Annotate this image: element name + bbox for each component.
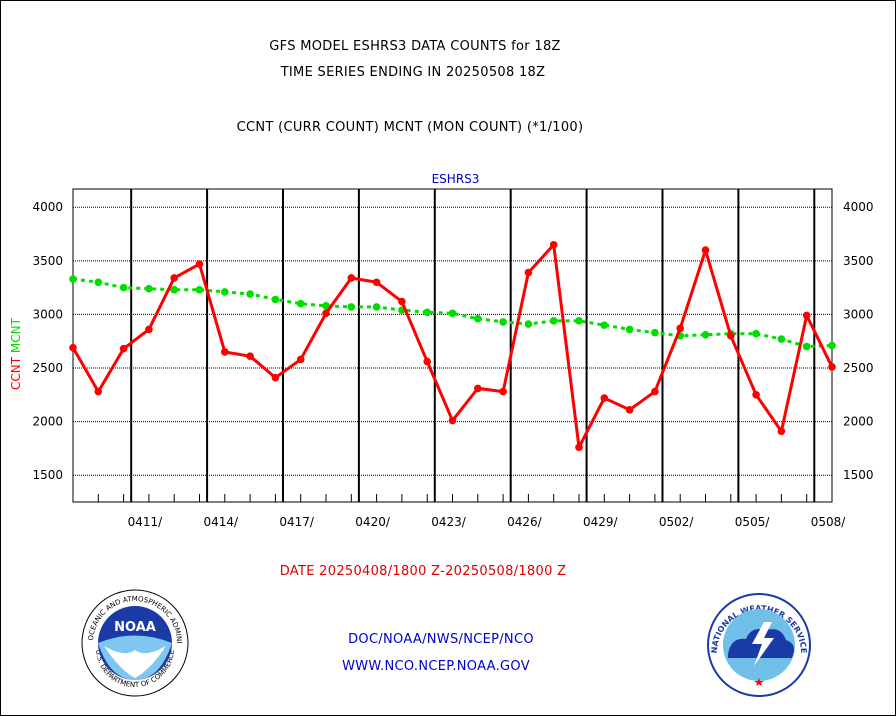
- x-tick-label: 0423/: [431, 515, 467, 529]
- y-tick-label-left: 2500: [32, 361, 63, 375]
- data-point-ccnt: [372, 278, 381, 287]
- data-point-mcnt: [271, 295, 280, 304]
- data-point-ccnt: [296, 355, 305, 364]
- data-point-ccnt: [727, 332, 735, 340]
- data-point-mcnt: [802, 342, 811, 351]
- data-point-mcnt: [499, 318, 507, 326]
- data-point-mcnt: [69, 275, 77, 283]
- y-tick-label-right: 2000: [843, 415, 874, 429]
- data-point-ccnt: [600, 394, 609, 402]
- data-point-mcnt: [752, 329, 760, 338]
- data-point-mcnt: [701, 330, 710, 339]
- data-point-ccnt: [221, 348, 229, 356]
- y-tick-label-left: 3500: [32, 254, 63, 268]
- data-point-ccnt: [651, 387, 659, 396]
- data-point-mcnt: [474, 314, 482, 323]
- y-tick-label-right: 3000: [843, 307, 874, 321]
- noaa-logo: NATIONAL OCEANIC AND ATMOSPHERIC ADMINIS…: [80, 588, 189, 697]
- data-point-mcnt: [322, 302, 330, 310]
- title-line-1: GFS MODEL ESHRS3 DATA COUNTS for 18Z: [269, 39, 561, 54]
- data-point-mcnt: [625, 325, 634, 334]
- data-point-ccnt: [94, 387, 103, 396]
- website-link[interactable]: WWW.NCO.NCEP.NOAA.GOV: [342, 659, 530, 674]
- data-point-mcnt: [524, 320, 533, 328]
- data-point-ccnt: [676, 324, 684, 333]
- chart-title: ESHRS3: [432, 172, 480, 186]
- plot-area: [72, 188, 833, 503]
- data-point-ccnt: [119, 344, 128, 353]
- x-tick-label: 0429/: [583, 515, 619, 529]
- data-point-ccnt: [802, 311, 811, 320]
- data-point-mcnt: [423, 308, 432, 317]
- y-tick-label-left: 2000: [32, 415, 63, 429]
- x-tick-label: 0420/: [355, 515, 391, 529]
- data-point-mcnt: [600, 321, 609, 329]
- data-point-mcnt: [170, 285, 178, 294]
- data-point-ccnt: [145, 325, 153, 334]
- data-point-mcnt: [296, 299, 305, 308]
- y-axis-label: CCNT MCNT: [9, 317, 23, 390]
- data-point-ccnt: [69, 343, 77, 352]
- y-tick-label-left: 1500: [32, 468, 63, 482]
- data-point-mcnt: [347, 303, 356, 311]
- date-range-label: DATE 20250408/1800 Z-20250508/1800 Z: [279, 564, 567, 579]
- data-point-ccnt: [322, 309, 330, 318]
- x-tick-label: 0417/: [279, 515, 315, 529]
- noaa-logo-text: NOAA: [114, 620, 156, 635]
- data-point-ccnt: [398, 297, 406, 306]
- data-point-mcnt: [777, 335, 786, 343]
- x-tick-label: 0414/: [204, 515, 240, 529]
- y-tick-label-right: 1500: [843, 468, 874, 482]
- data-point-ccnt: [499, 387, 507, 396]
- data-point-ccnt: [575, 443, 583, 452]
- y-tick-label-right: 4000: [843, 200, 874, 214]
- data-point-ccnt: [246, 352, 254, 361]
- data-point-mcnt: [575, 317, 583, 325]
- data-point-mcnt: [195, 285, 204, 294]
- y-tick-label-left: 4000: [32, 200, 63, 214]
- data-point-mcnt: [221, 288, 229, 296]
- data-point-mcnt: [372, 303, 381, 311]
- data-point-ccnt: [474, 384, 482, 393]
- data-point-ccnt: [524, 268, 533, 277]
- x-tick-label: 0505/: [735, 515, 771, 529]
- data-point-ccnt: [701, 246, 710, 254]
- x-tick-label: 0508/: [811, 515, 847, 529]
- data-point-ccnt: [828, 363, 836, 371]
- data-point-mcnt: [448, 309, 457, 318]
- data-point-ccnt: [271, 373, 280, 382]
- data-point-ccnt: [549, 240, 558, 249]
- data-point-mcnt: [651, 328, 659, 337]
- data-point-mcnt: [549, 317, 558, 325]
- y-tick-label-left: 3000: [32, 307, 63, 321]
- title-line-3: CCNT (CURR COUNT) MCNT (MON COUNT) (*1/1…: [236, 120, 584, 135]
- y-axis-label-ccnt: CCNT: [9, 356, 23, 390]
- y-tick-label-right: 2500: [843, 361, 874, 375]
- data-point-ccnt: [752, 391, 760, 399]
- data-point-mcnt: [246, 290, 254, 298]
- x-tick-label: 0502/: [659, 515, 695, 529]
- data-point-mcnt: [94, 278, 103, 287]
- data-point-ccnt: [195, 260, 204, 268]
- data-point-mcnt: [828, 341, 836, 350]
- data-point-ccnt: [170, 274, 178, 282]
- x-tick-label: 0426/: [507, 515, 543, 529]
- y-axis-label-mcnt: MCNT: [9, 317, 23, 357]
- data-point-ccnt: [347, 274, 356, 282]
- data-point-ccnt: [448, 416, 457, 425]
- data-point-ccnt: [625, 406, 634, 414]
- nws-logo: NATIONAL WEATHER SERVICE: [707, 593, 811, 697]
- org-path-label: DOC/NOAA/NWS/NCEP/NCO: [348, 632, 534, 647]
- data-point-ccnt: [423, 357, 432, 366]
- title-line-2: TIME SERIES ENDING IN 20250508 18Z: [280, 65, 546, 80]
- data-point-mcnt: [145, 284, 153, 293]
- x-tick-label: 0411/: [128, 515, 164, 529]
- data-point-ccnt: [777, 427, 786, 436]
- y-tick-label-right: 3500: [843, 254, 874, 268]
- data-point-mcnt: [119, 283, 128, 292]
